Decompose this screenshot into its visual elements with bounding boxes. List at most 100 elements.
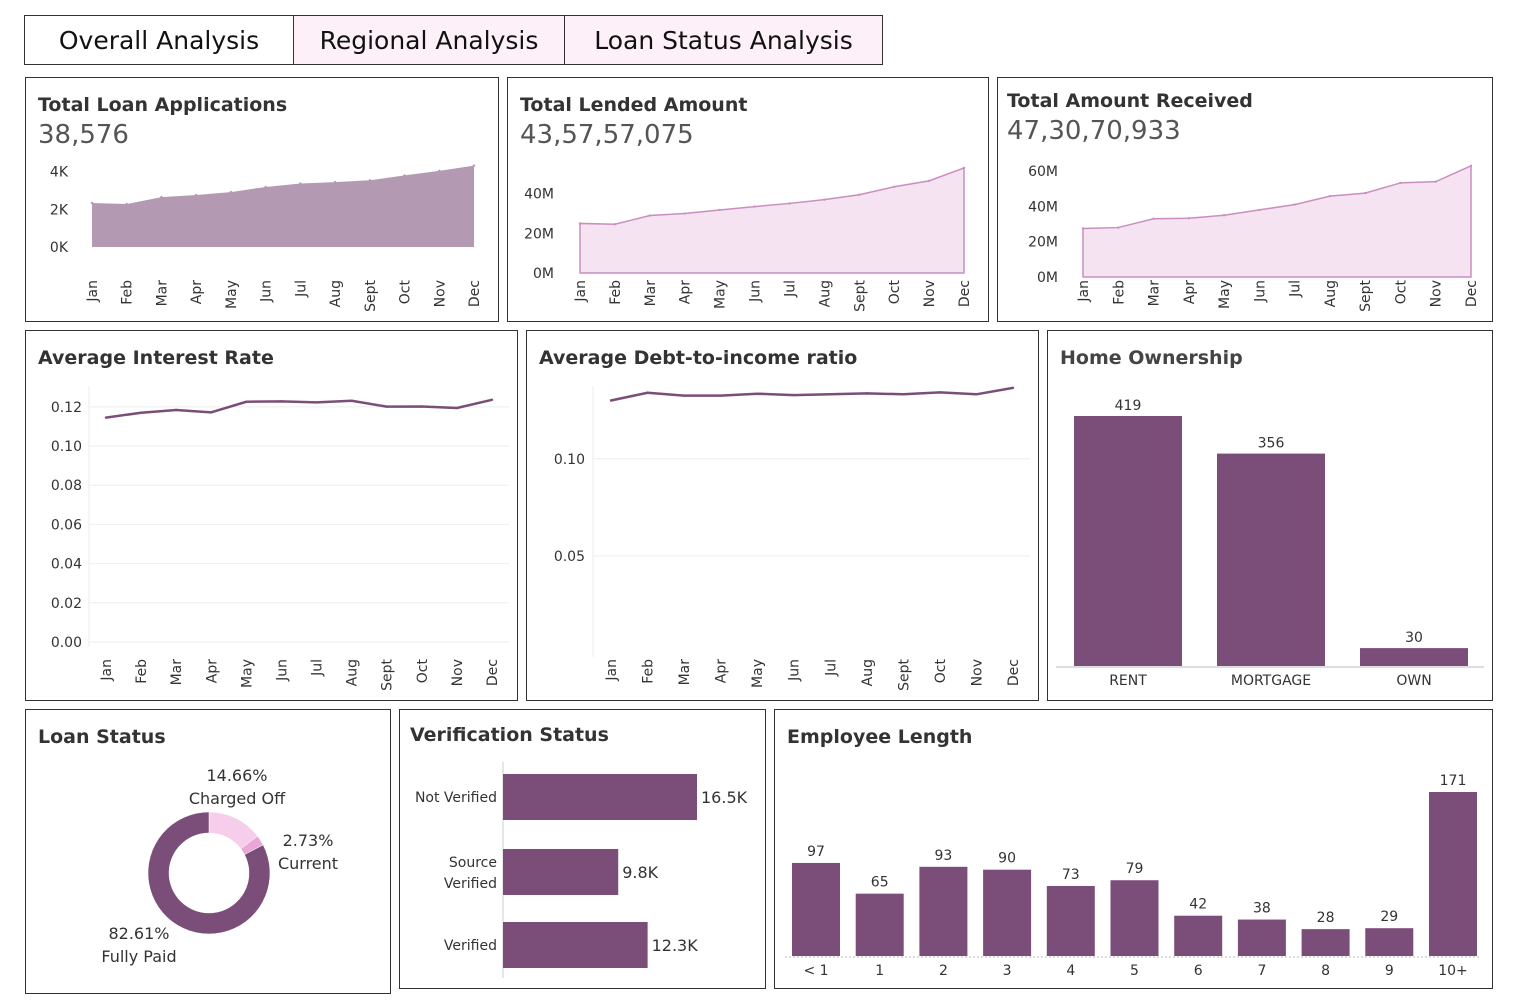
y-tick-label: 0.00 <box>51 635 82 651</box>
data-point <box>490 398 494 401</box>
slice-percent-label: 2.73% <box>283 831 334 850</box>
area-series <box>1082 164 1472 278</box>
data-point <box>753 205 756 208</box>
panel-title: Total Amount Received <box>1007 90 1253 112</box>
x-tick-label: 5 <box>1130 963 1139 979</box>
panel-title: Average Debt-to-income ratio <box>539 347 858 369</box>
bar <box>503 849 619 895</box>
area-series <box>92 165 474 247</box>
x-tick-label: Sept <box>852 280 868 312</box>
x-tick-label: Aug <box>345 659 361 686</box>
data-point <box>719 394 722 397</box>
x-tick-label: Dec <box>957 280 973 307</box>
x-tick-label: Mar <box>154 280 170 307</box>
bar <box>1429 792 1477 956</box>
x-tick-label: Jul <box>293 280 309 298</box>
employee-bar-chart: 97 < 1 65 1 93 2 90 3 73 4 79 5 42 6 38 7 28 8 29 9 171 10+ <box>785 773 1481 979</box>
panel-title: Home Ownership <box>1060 347 1243 369</box>
home-bar-chart: 419 RENT 356 MORTGAGE 30 OWN <box>1056 398 1484 689</box>
bar-value-label: 16.5K <box>701 788 748 807</box>
data-point <box>1293 203 1296 206</box>
data-point <box>299 182 302 185</box>
data-point <box>420 405 424 408</box>
x-tick-label: Mar <box>677 659 693 686</box>
x-tick-label: Mar <box>169 659 185 686</box>
y-tick-label: Not Verified <box>415 790 497 806</box>
bar-value-label: 38 <box>1253 901 1271 917</box>
data-point <box>350 399 353 402</box>
data-point <box>1187 217 1191 220</box>
data-point <box>245 400 248 403</box>
x-tick-label: Oct <box>415 659 431 684</box>
data-point <box>210 411 213 414</box>
x-tick-label: Jan <box>1076 280 1092 303</box>
verification-bar-chart: 16.5K 9.8K 12.3K Not Verified Source Verified… <box>415 762 748 978</box>
x-tick-label: 10+ <box>1438 963 1468 979</box>
x-tick-label: May <box>239 659 255 688</box>
bar-value-label: 30 <box>1405 630 1423 646</box>
bar <box>1237 919 1286 956</box>
data-point <box>194 193 198 197</box>
data-point <box>1434 180 1437 183</box>
data-point <box>385 405 388 408</box>
x-tick-label: Apr <box>714 659 730 683</box>
data-point <box>829 393 832 396</box>
panel-verification-status: Verification Status 16.5K 9.8K 12.3K Not Ve… <box>399 709 766 989</box>
x-tick-label: Nov <box>969 659 985 686</box>
x-tick-label: Jul <box>823 659 839 677</box>
x-tick-label: Apr <box>1182 280 1198 304</box>
bar <box>1301 929 1350 956</box>
data-point <box>280 400 283 403</box>
x-tick-label: 8 <box>1321 963 1330 979</box>
data-point <box>792 393 795 397</box>
x-tick-label: Oct <box>398 280 414 305</box>
x-tick-label: Jan <box>604 659 620 682</box>
interest-line-chart: 0.00 0.02 0.04 0.06 0.08 0.10 0.12 Jan Feb Mar Apr… <box>51 386 509 691</box>
y-tick-label: Verified <box>444 938 497 954</box>
x-tick-label: Sept <box>363 280 379 312</box>
x-tick-label: May <box>1217 280 1233 309</box>
y-tick-label: Verified <box>444 876 497 892</box>
bar-value-label: 93 <box>934 848 952 864</box>
data-point <box>613 223 617 226</box>
data-point <box>646 391 649 394</box>
data-point <box>1222 214 1226 217</box>
bar-value-label: 79 <box>1126 861 1144 877</box>
y-tick-label: 0.12 <box>51 400 82 416</box>
loan-status-donut-chart: 14.66% Charged Off 2.73% Current 82.61% Fully… <box>101 766 338 966</box>
x-tick-label: Oct <box>933 659 949 684</box>
x-tick-label: Mar <box>643 280 659 307</box>
y-tick-label: 40M <box>1028 199 1058 215</box>
panel-title: Employee Length <box>787 726 973 748</box>
bar <box>1217 453 1325 666</box>
bar-value-label: 9.8K <box>622 863 658 882</box>
x-tick-label: Feb <box>120 280 136 305</box>
bar-value-label: 42 <box>1189 897 1207 913</box>
slice-name-label: Fully Paid <box>101 947 176 966</box>
x-tick-label: Jun <box>259 280 275 303</box>
y-tick-label: 60M <box>1028 164 1058 180</box>
bar-value-label: 90 <box>998 851 1016 867</box>
bar <box>1110 880 1159 956</box>
x-tick-label: Dec <box>485 659 501 686</box>
x-tick-label: Sept <box>1358 280 1374 312</box>
bar-value-label: 97 <box>807 844 825 860</box>
x-tick-label: Aug <box>1323 280 1339 307</box>
y-tick-label: 0.05 <box>554 549 585 565</box>
bar <box>1174 915 1223 956</box>
x-tick-label: 7 <box>1257 963 1266 979</box>
applications-area-chart: 0K 2K 4K Jan Feb Mar Apr May Jun Jul Aug Sept Oct Nov… <box>50 164 483 312</box>
data-point <box>472 164 476 167</box>
tab-overall-analysis[interactable]: Overall Analysis <box>24 15 294 65</box>
x-tick-label: May <box>224 280 240 309</box>
line-series <box>105 398 493 419</box>
data-point <box>1328 194 1332 198</box>
data-point <box>683 212 686 215</box>
x-tick-label: Jun <box>787 659 803 682</box>
panel-title: Total Loan Applications <box>38 94 288 116</box>
tab-loan-status-analysis[interactable]: Loan Status Analysis <box>564 15 883 65</box>
data-point <box>892 185 896 188</box>
panel-home-ownership: Home Ownership 419 RENT 356 MORTGAGE 30 OWN <box>1047 330 1493 701</box>
y-tick-label: 0.02 <box>51 596 82 612</box>
tab-regional-analysis[interactable]: Regional Analysis <box>293 15 565 65</box>
